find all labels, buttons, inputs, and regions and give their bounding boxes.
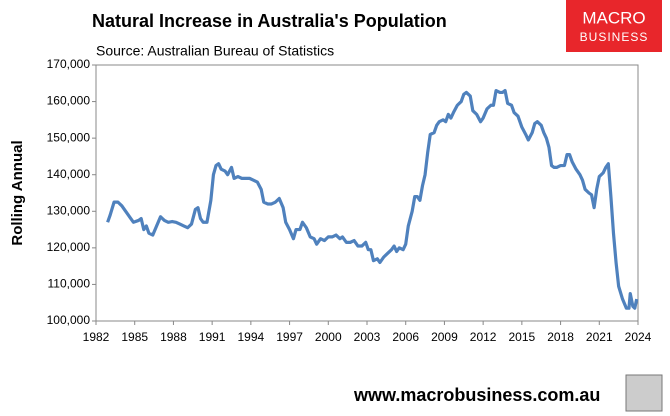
y-tick-label: 110,000 [48,277,91,291]
line [106,89,639,310]
logo-text: BUSINESS [580,30,649,44]
logo-text: MACRO [582,8,645,27]
y-axis-label: Rolling Annual [9,140,26,245]
x-tick-label: 2000 [315,330,342,344]
logo-box [566,0,662,52]
x-tick-label: 2006 [392,330,419,344]
y-tick-label: 120,000 [47,240,91,254]
plot-frame [95,64,639,322]
x-tick-label: 1997 [276,330,303,344]
x-tick-label: 2024 [625,330,652,344]
x-tick-label: 2012 [470,330,497,344]
x-tick-label: 1988 [160,330,187,344]
y-tick-label: 100,000 [47,313,91,327]
x-tick-label: 1991 [199,330,226,344]
x-tick-label: 1982 [83,330,110,344]
x-tick-label: 2009 [431,330,458,344]
x-tick-label: 1994 [238,330,265,344]
chart-title: Natural Increase in Australia's Populati… [92,11,447,31]
x-tick-label: 2021 [586,330,613,344]
y-tick-label: 160,000 [47,94,91,108]
footer: www.macrobusiness.com.au [353,385,600,405]
y-tick-label: 140,000 [47,167,91,181]
y-tick-label: 150,000 [47,130,91,144]
x-tick-label: 2018 [547,330,574,344]
y-tick-label: 130,000 [47,203,91,217]
y-tick-label: 170,000 [47,57,91,71]
x-tick-label: 2003 [354,330,381,344]
chart-subtitle: Source: Australian Bureau of Statistics [96,43,334,59]
x-tick-label: 1985 [121,330,148,344]
x-tick-label: 2015 [509,330,536,344]
wolf-icon [625,374,663,412]
